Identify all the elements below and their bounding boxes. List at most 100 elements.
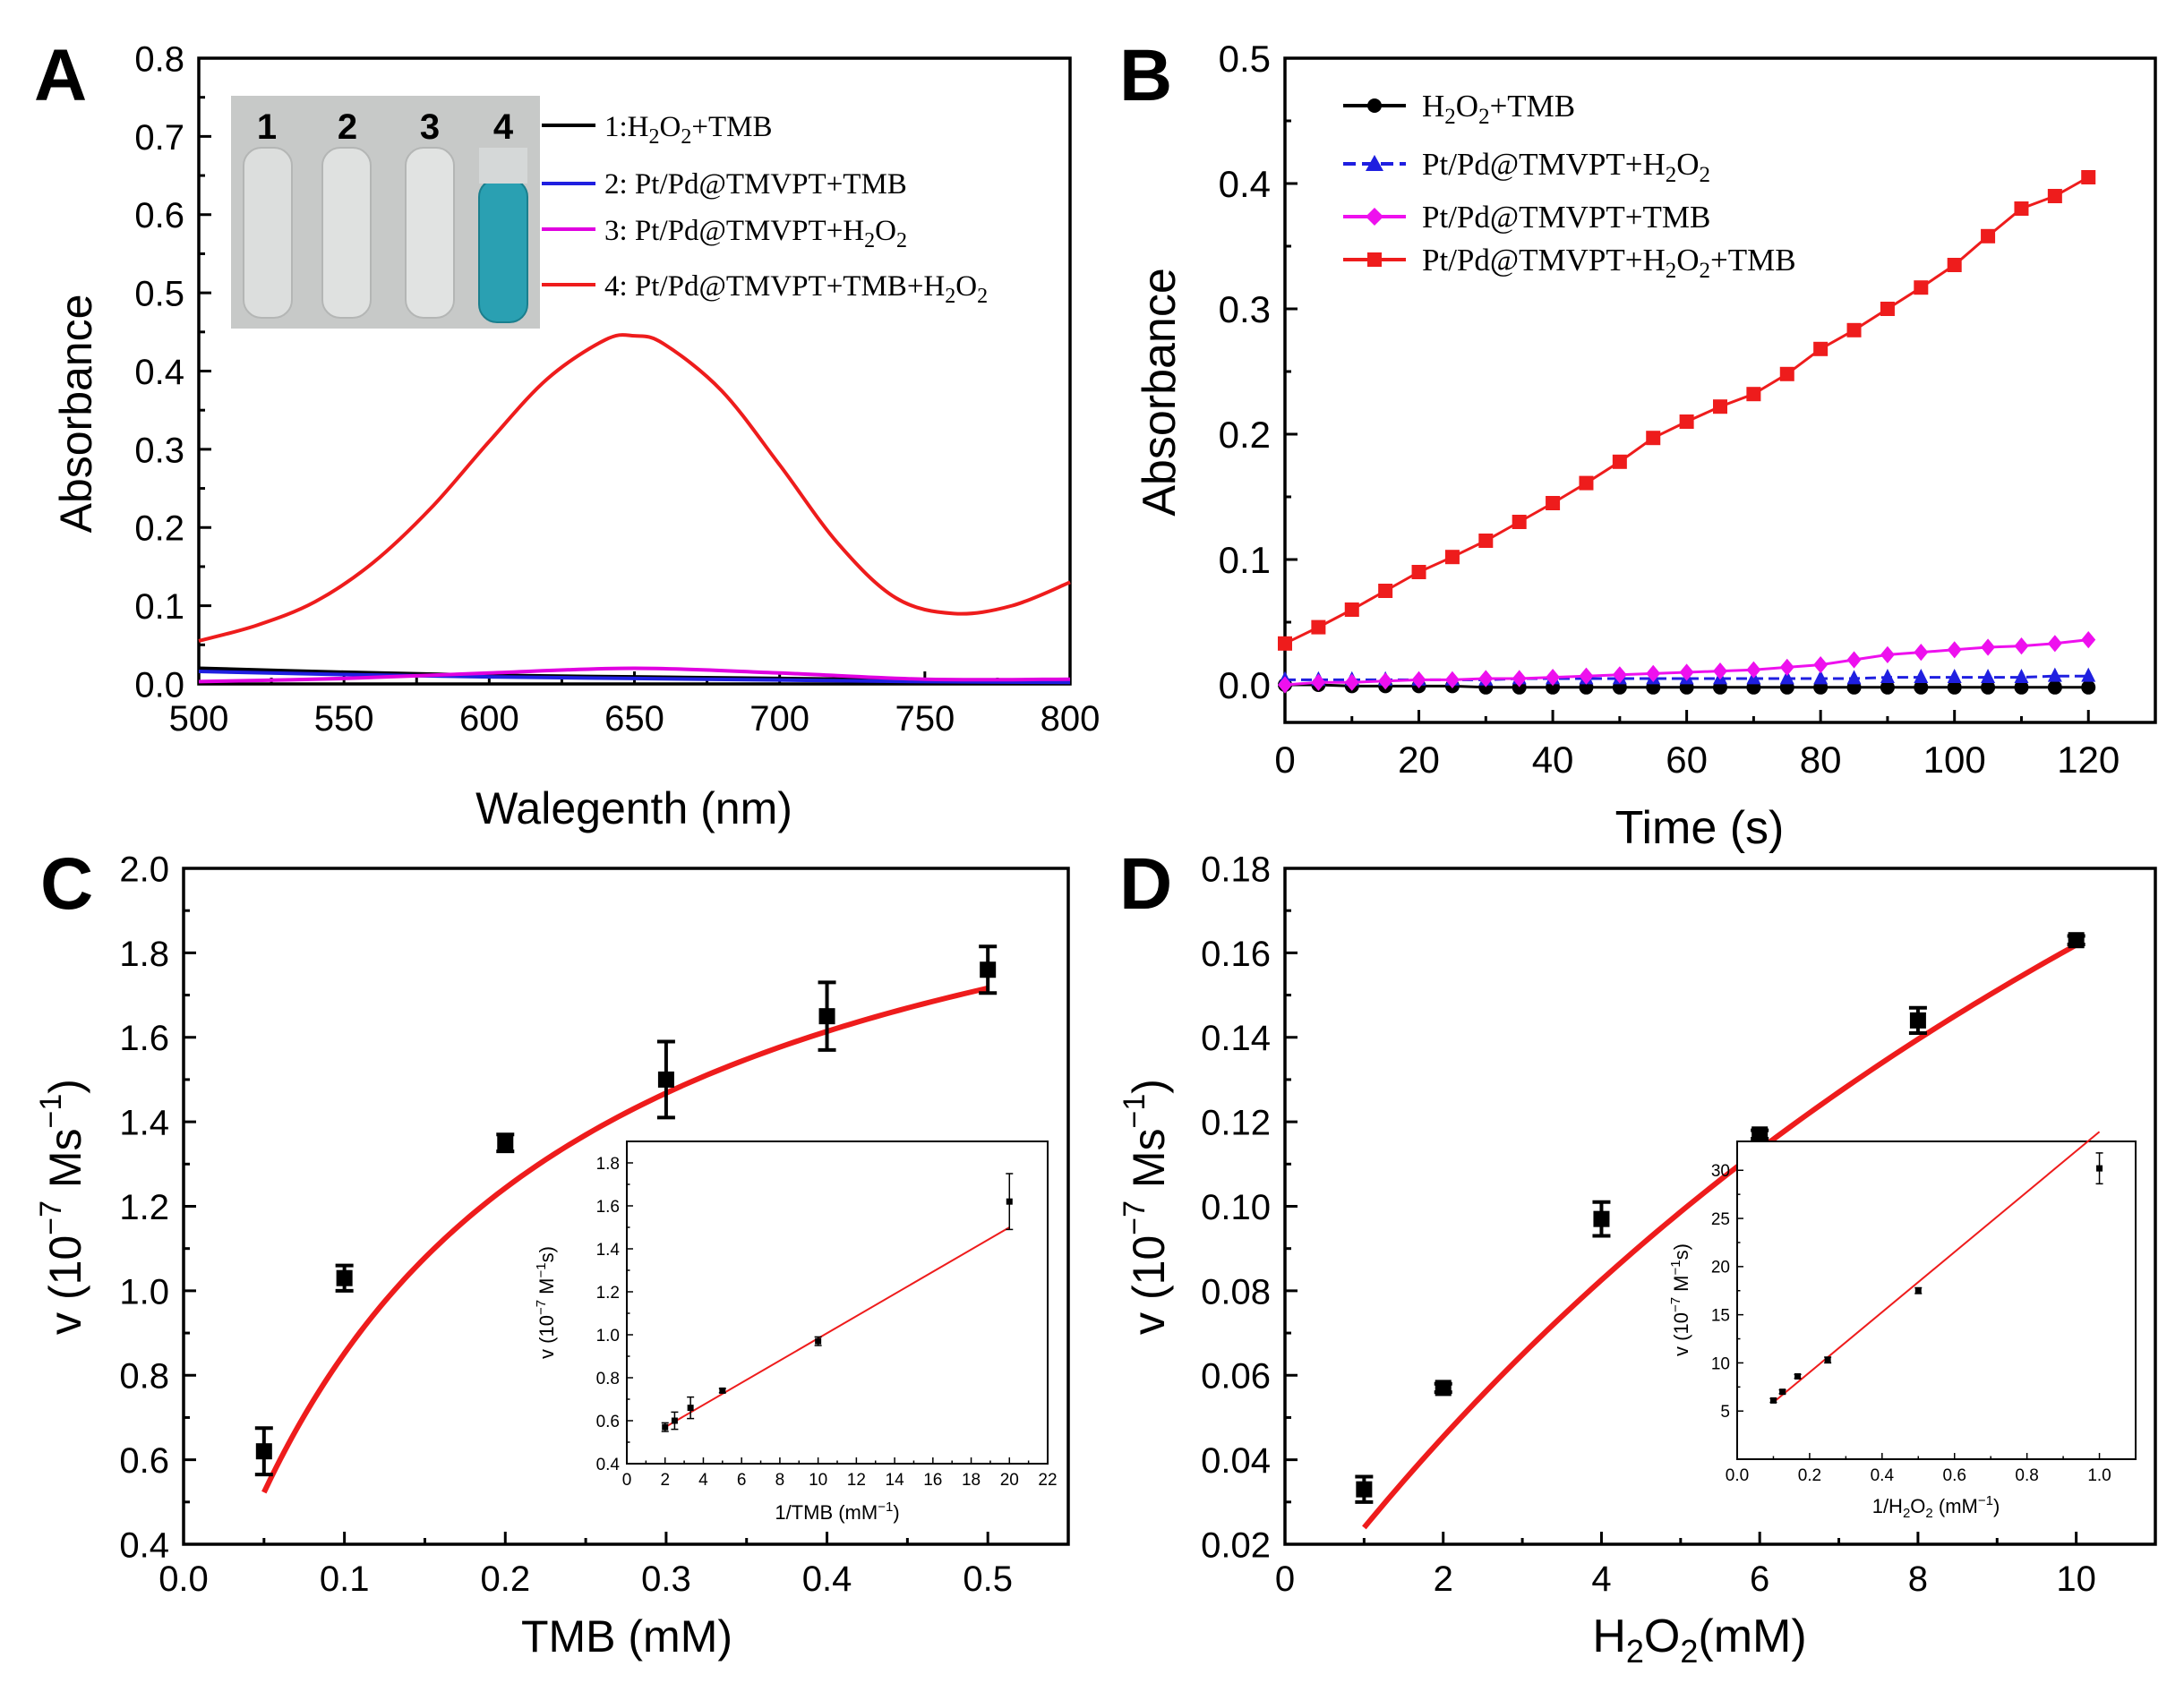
panel-a: A 500 550 600 650 700 750 800 0.0 0.1 0.2 0.3 0.4 0.…	[34, 35, 1100, 833]
panel-b-point	[1512, 670, 1527, 688]
panel-a-series-line-2	[198, 670, 1071, 685]
panel-d-point	[1909, 1012, 1926, 1029]
cuvette-tube-1	[243, 147, 293, 319]
panel-b-point	[1746, 661, 1761, 679]
panel-c-inset-fit-line	[664, 1226, 1010, 1429]
panel-b-point	[1311, 619, 1326, 635]
panel-label-b: B	[1119, 35, 1172, 116]
panel-c-data	[254, 944, 998, 1494]
panel-d-inset-point	[1769, 1397, 1777, 1404]
panel-label-c: C	[40, 843, 93, 925]
panel-b-point	[1779, 366, 1794, 381]
panel-d-inset-point	[2096, 1165, 2103, 1172]
panel-b-frame	[1283, 56, 2157, 724]
panel-b-point	[1880, 645, 1895, 663]
panel-b-point	[1679, 414, 1694, 429]
panel-d-xtick-label: 6	[1750, 1559, 1769, 1599]
panel-b-point	[1981, 638, 1996, 656]
panel-c-xlabel: TMB (mM)	[521, 1611, 732, 1662]
panel-b-xtick-label: 20	[1398, 739, 1440, 781]
panel-d-ytick-label: 0.16	[1201, 935, 1271, 974]
tube-label-2: 2	[338, 107, 357, 147]
panel-b-point	[2081, 170, 2096, 184]
panel-d-ytick-label: 0.04	[1201, 1441, 1271, 1481]
panel-c-ytick-label: 0.6	[119, 1441, 169, 1481]
panel-b-ylabel: Absorbance	[1134, 268, 1186, 517]
cuvette-tube-2	[321, 147, 372, 319]
panel-d-inset-xtick-label: 0.4	[1871, 1466, 1895, 1485]
panel-c-ytick-label: 0.8	[119, 1357, 169, 1397]
panel-b-point	[1646, 431, 1661, 446]
panel-c-ytick-label: 0.4	[119, 1525, 169, 1565]
panel-b-point	[1478, 670, 1494, 688]
tube-label-1: 1	[257, 107, 277, 147]
panel-b-point	[1546, 496, 1561, 510]
panel-d-ylabel: v (10−7 Ms−1)	[1118, 1079, 1174, 1335]
panel-b-point	[1411, 671, 1426, 688]
panel-c-inset-xtick-label: 16	[923, 1471, 942, 1490]
panel-c-xtick-label: 0.3	[641, 1559, 691, 1599]
panel-b-point	[1813, 656, 1829, 674]
panel-b-xtick-label: 60	[1666, 739, 1708, 781]
panel-a-ytick-label: 0.8	[134, 39, 184, 79]
panel-d-inset-point	[1779, 1388, 1786, 1396]
tube-label-4: 4	[493, 107, 514, 147]
panel-b-point	[1813, 341, 1829, 356]
legend-a-label-3: 3: Pt/Pd@TMVPT+H2O2	[604, 215, 907, 252]
panel-b-point	[1947, 641, 1962, 659]
panel-d-inset-ytick-label: 25	[1711, 1210, 1730, 1229]
panel-b-point	[1779, 658, 1794, 676]
panel-d-ytick-label: 0.06	[1201, 1357, 1271, 1397]
panel-a-xtick-label: 750	[895, 699, 955, 739]
panel-c-xtick-label: 0.1	[320, 1559, 370, 1599]
legend-a-label-4: 4: Pt/Pd@TMVPT+TMB+H2O2	[604, 270, 988, 308]
panel-b-point	[2014, 637, 2029, 655]
panel-b-xtick-label: 40	[1532, 739, 1574, 781]
panel-d-fit-curve	[1362, 942, 2078, 1530]
panel-b-point	[2014, 201, 2029, 216]
panel-c-inset-ytick-label: 1.4	[596, 1241, 621, 1260]
panel-c-inset-xtick-label: 12	[847, 1471, 866, 1490]
panel-b-point	[1512, 515, 1527, 529]
panel-d-xtick-label: 10	[2056, 1559, 2096, 1599]
panel-c: C 0.0 0.1 0.2 0.3 0.4 0.5 0.4 0.6 0.8 1.0 1.2 1.4 1.…	[34, 843, 1070, 1662]
panel-b-point	[2047, 679, 2062, 695]
panel-a-ytick-label: 0.3	[134, 431, 184, 470]
panel-b-point	[1278, 676, 1292, 694]
panel-b-point	[1846, 322, 1862, 337]
panel-b-point	[1579, 475, 1594, 491]
panel-b-xtick-label: 0	[1274, 739, 1295, 781]
panel-b-ytick-label: 0.4	[1219, 163, 1271, 205]
panel-c-inset-xtick-label: 20	[1000, 1471, 1019, 1490]
panel-c-inset-point	[662, 1423, 669, 1431]
panel-b-point	[1612, 666, 1627, 684]
panel-b-point	[1546, 669, 1561, 687]
panel-a-ytick-label: 0.1	[134, 587, 184, 627]
panel-c-xtick-label: 0.4	[802, 1559, 852, 1599]
panel-c-inset-ytick-label: 1.2	[596, 1284, 620, 1303]
panel-b-xtick-label: 80	[1800, 739, 1842, 781]
panel-b-point	[1444, 671, 1460, 688]
panel-d-inset-xtick-label: 0.6	[1943, 1466, 1966, 1485]
legend-b-marker-1	[1367, 98, 1382, 113]
panel-c-inset-point	[1006, 1198, 1013, 1205]
panel-c-inset-ytick-label: 1.8	[596, 1155, 620, 1174]
panel-c-inset-ytick-label: 0.4	[596, 1456, 621, 1474]
panel-a-ytick-label: 0.4	[134, 353, 184, 392]
panel-c-xtick-label: 0.5	[963, 1559, 1013, 1599]
panel-c-inset-xtick-label: 2	[660, 1471, 670, 1490]
panel-d-xtick-label: 2	[1434, 1559, 1453, 1599]
panel-d-inset-ticks: 0.0 0.2 0.4 0.6 0.8 1.0 5 10 15 20 25 30	[1711, 1162, 2111, 1485]
panel-d-point	[1751, 1126, 1769, 1143]
panel-d-inset-point	[1914, 1287, 1922, 1294]
panel-b-ytick-label: 0.2	[1219, 414, 1271, 456]
panel-d-data	[1355, 932, 2086, 1530]
panel-b-point	[1846, 651, 1862, 669]
panel-c-inset-ytick-label: 1.0	[596, 1327, 620, 1346]
panel-c-point	[657, 1071, 674, 1088]
panel-d-point	[1593, 1210, 1610, 1227]
legend-b-label-2: Pt/Pd@TMVPT+H2O2	[1422, 147, 1710, 187]
panel-d-inset: 0.0 0.2 0.4 0.6 0.8 1.0 5 10 15 20 25 30 1/H2O2 (mM…	[1668, 1131, 2137, 1521]
panel-c-fit-curve	[261, 985, 989, 1494]
panel-c-point	[336, 1269, 353, 1286]
